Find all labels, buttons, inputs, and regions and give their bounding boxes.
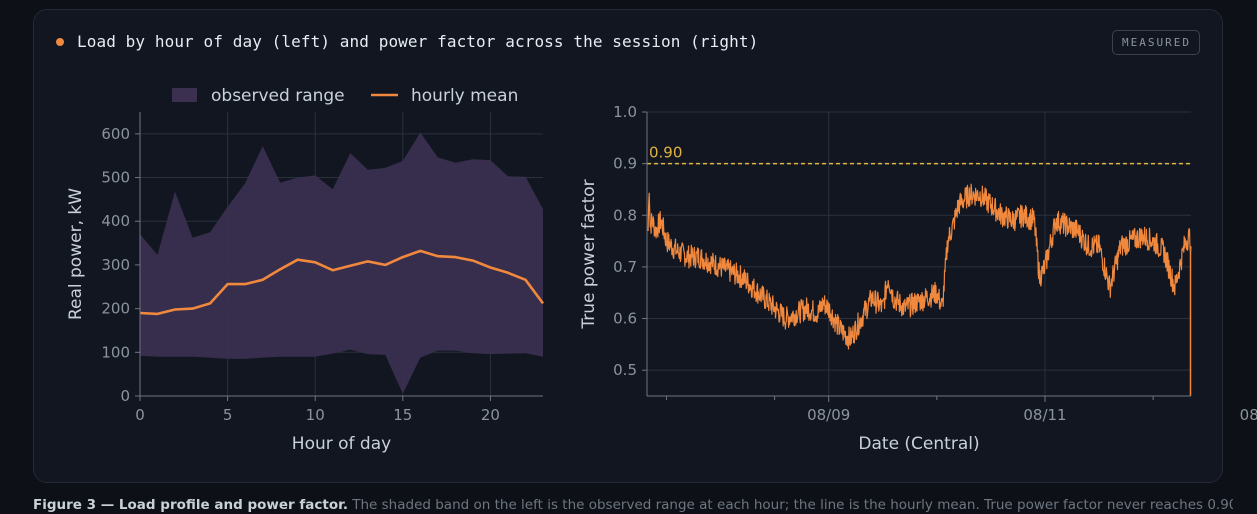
right-x-tick-label: 08/11	[1023, 406, 1066, 424]
charts-svg: 0 100 200 300 400 500 600 0 5 10 15 20 Hour of day Re…	[66, 86, 1257, 454]
left-y-tick-label: 0	[120, 387, 130, 405]
right-y-tick-label: 0.9	[613, 155, 637, 173]
legend-line-label: hourly mean	[411, 86, 518, 106]
right-y-tick-label: 0.6	[613, 310, 637, 328]
left-y-tick-label: 300	[101, 256, 130, 274]
hourly-mean-line	[139, 249, 545, 316]
left-x-tick-label: 5	[223, 406, 233, 424]
right-chart: 0.90 0.5 0.6 0.7 0.8 0.9 1.0 08/09 08/11 08/13 Dat…	[579, 103, 1257, 454]
left-y-tick-label: 600	[101, 125, 130, 143]
left-x-axis-label: Hour of day	[292, 434, 391, 454]
legend-band-swatch	[172, 88, 197, 102]
figure-caption: Figure 3 — Load profile and power factor…	[33, 497, 1233, 513]
right-x-axis-label: Date (Central)	[858, 434, 979, 454]
card-title: Load by hour of day (left) and power fac…	[56, 32, 758, 51]
right-y-tick-label: 0.7	[613, 258, 637, 276]
left-y-tick-label: 100	[101, 343, 130, 361]
left-x-tick-label: 15	[393, 406, 412, 424]
left-x-tick-label: 10	[306, 406, 325, 424]
right-y-axis-label: True power factor	[579, 179, 599, 329]
reference-line-label: 0.90	[649, 144, 682, 162]
left-y-tick-label: 500	[101, 169, 130, 187]
measured-badge: MEASURED	[1112, 30, 1200, 55]
caption-text: The shaded band on the left is the obser…	[347, 497, 1233, 513]
caption-bold: Figure 3 — Load profile and power factor…	[33, 497, 348, 513]
right-y-tick-label: 0.8	[613, 206, 637, 224]
right-x-tick-label: 08/09	[807, 406, 850, 424]
left-y-tick-label: 200	[101, 300, 130, 318]
power-factor-line	[647, 183, 1192, 350]
left-x-tick-label: 20	[481, 406, 500, 424]
left-y-tick-label: 400	[101, 212, 130, 230]
right-y-tick-label: 1.0	[613, 103, 637, 121]
observed-range-band	[140, 132, 543, 394]
accent-dot-icon	[56, 37, 64, 46]
card-title-text: Load by hour of day (left) and power fac…	[77, 32, 759, 51]
left-chart: 0 100 200 300 400 500 600 0 5 10 15 20 Hour of day Re…	[66, 86, 545, 454]
right-x-tick-label: 08/13	[1240, 406, 1257, 424]
left-y-axis-label: Real power, kW	[66, 188, 86, 320]
left-x-tick-label: 0	[135, 406, 145, 424]
legend-band-label: observed range	[211, 86, 345, 106]
right-y-tick-label: 0.5	[613, 361, 637, 379]
